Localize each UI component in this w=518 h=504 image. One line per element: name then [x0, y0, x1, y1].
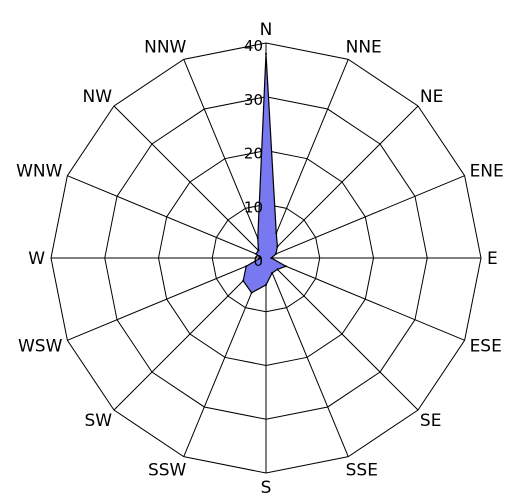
direction-label-ne: NE: [420, 87, 443, 107]
series-area-0: [242, 53, 288, 294]
ring-tick-labels: 0 10 20 30 40: [244, 37, 263, 270]
data-point-ese: [284, 265, 287, 268]
data-point-ene: [274, 252, 277, 255]
direction-label-e: E: [487, 249, 498, 269]
data-point-sw: [242, 279, 245, 282]
direction-label-nnw: NNW: [144, 37, 186, 57]
direction-label-n: N: [260, 20, 273, 40]
data-point-w: [259, 257, 262, 259]
direction-label-nw: NW: [83, 87, 113, 107]
direction-label-ese: ESE: [470, 337, 502, 357]
data-point-s: [265, 283, 267, 286]
series-layer: [242, 52, 288, 294]
data-point-nw: [257, 249, 260, 252]
spoke-sw: [113, 257, 267, 411]
direction-label-s: S: [261, 478, 272, 498]
spoke-wnw: [67, 175, 267, 259]
ring-tick-30: 30: [244, 91, 263, 109]
polar-grid: [50, 42, 482, 474]
direction-label-ssw: SSW: [148, 461, 187, 481]
spoke-nne: [265, 59, 349, 259]
spoke-ene: [265, 175, 465, 259]
spoke-nw: [113, 105, 267, 259]
spoke-se: [265, 257, 419, 411]
ring-tick-40: 40: [244, 37, 263, 55]
direction-label-ene: ENE: [470, 161, 504, 181]
data-point-ssw: [250, 291, 253, 294]
data-point-ne: [276, 245, 279, 248]
data-point-wsw: [245, 265, 248, 268]
data-point-nne: [275, 232, 278, 235]
direction-label-sw: SW: [84, 411, 112, 431]
data-point-n: [265, 52, 267, 55]
spoke-sse: [265, 257, 349, 457]
spoke-nnw: [183, 59, 267, 259]
ring-tick-0: 0: [253, 252, 263, 270]
direction-label-nne: NNE: [346, 37, 382, 57]
direction-labels: N NNE NE ENE E ESE SE SSE S SSW SW WSW W WNW NW NNW: [16, 20, 504, 498]
direction-label-wsw: WSW: [18, 337, 63, 357]
data-point-e: [270, 257, 273, 259]
spoke-wsw: [67, 257, 267, 341]
spoke-ese: [265, 257, 465, 341]
direction-label-se: SE: [420, 411, 442, 431]
data-point-nnw: [256, 237, 259, 240]
data-point-se: [276, 268, 279, 271]
data-point-wnw: [255, 252, 258, 255]
ring-tick-20: 20: [244, 145, 263, 163]
spoke-ne: [265, 105, 419, 259]
direction-label-wnw: WNW: [16, 161, 63, 181]
ring-tick-10: 10: [244, 198, 263, 216]
direction-label-w: W: [28, 249, 45, 269]
direction-label-sse: SSE: [346, 461, 378, 481]
data-point-sse: [271, 271, 274, 274]
